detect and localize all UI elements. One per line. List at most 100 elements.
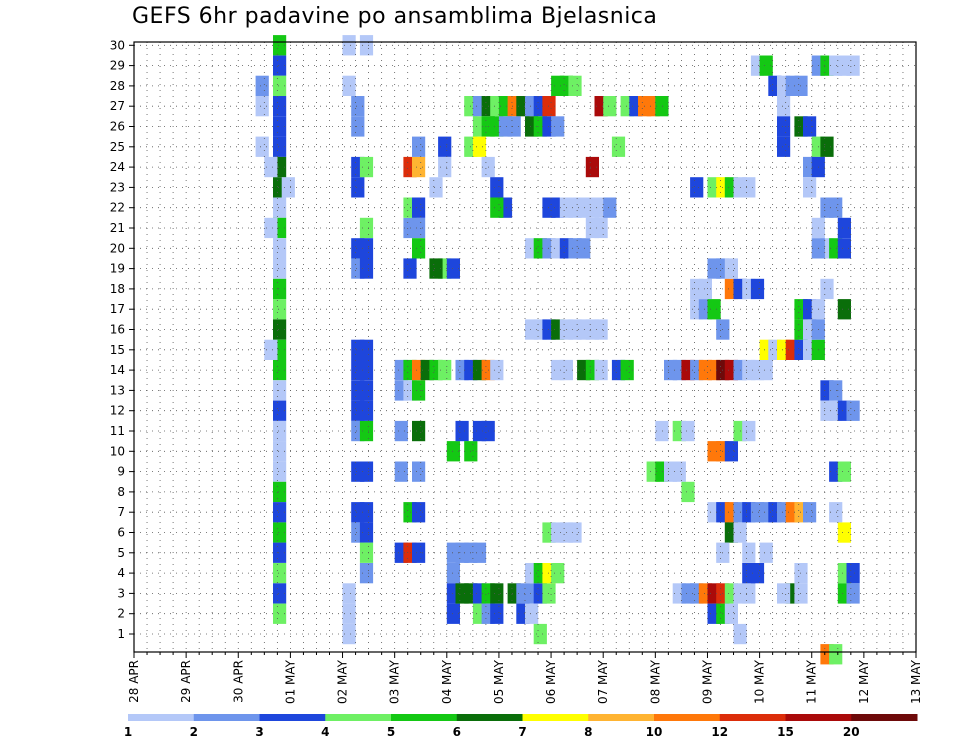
heatmap-cell <box>273 258 287 279</box>
heatmap-cell <box>273 481 287 503</box>
colorbar-segment <box>193 714 260 721</box>
heatmap-cell <box>655 420 669 442</box>
heatmap-cell <box>803 502 817 523</box>
colorbar-label: 8 <box>584 725 592 739</box>
heatmap-cell <box>707 299 721 320</box>
heatmap-cell <box>273 136 287 157</box>
colorbar: 1 2 3 4 5 6 7 8 10 12 15 20 <box>124 714 918 739</box>
heatmap-cell <box>507 116 521 137</box>
y-tick-label: 27 <box>110 99 125 113</box>
y-tick-label: 17 <box>110 302 125 316</box>
heatmap-cell <box>837 217 851 239</box>
x-tick-label: 08 MAY <box>648 659 662 704</box>
heatmap-cell <box>273 441 287 462</box>
heatmap-cell <box>829 502 843 523</box>
heatmap-cell <box>359 359 374 381</box>
heatmap-cell <box>742 420 756 442</box>
heatmap-cell <box>359 542 374 563</box>
heatmap-cell <box>273 461 287 482</box>
heatmap-cell <box>742 583 756 604</box>
heatmap-cell <box>351 116 365 137</box>
heatmap-cell <box>394 420 408 442</box>
heatmap-cell <box>742 542 756 563</box>
colorbar-label: 20 <box>843 725 860 739</box>
heatmap-cell <box>412 420 426 442</box>
heatmap-cell <box>490 177 504 198</box>
heatmap-cell <box>429 258 443 279</box>
heatmap-cell <box>829 197 843 218</box>
heatmap-cell <box>742 177 756 198</box>
heatmap-cell <box>472 542 487 563</box>
colorbar-label: 5 <box>387 725 395 739</box>
y-tick-label: 3 <box>117 586 125 600</box>
x-tick-label: 07 MAY <box>596 659 610 704</box>
heatmap-cell <box>724 258 738 279</box>
colorbar-label: 4 <box>321 725 329 739</box>
heatmap-cell <box>273 380 287 401</box>
colorbar-label: 1 <box>124 725 132 739</box>
x-tick-label: 02 MAY <box>336 659 350 704</box>
heatmap-cell <box>342 75 356 96</box>
heatmap-cell <box>359 238 374 259</box>
heatmap-cell <box>359 258 374 279</box>
y-tick-label: 10 <box>110 444 125 458</box>
heatmap-cell <box>698 278 712 300</box>
colorbar-segment <box>522 714 589 721</box>
colorbar-segment <box>785 714 852 721</box>
heatmap-cell <box>273 563 287 584</box>
heatmap-cell <box>359 420 374 442</box>
heatmap-cell <box>429 177 443 198</box>
y-tick-label: 1 <box>117 627 125 641</box>
heatmap-cell <box>846 583 860 604</box>
x-tick-label: 28 APR <box>127 660 141 703</box>
heatmap-cell <box>446 441 460 462</box>
heatmap-cell <box>551 116 565 137</box>
heatmap-cell <box>846 55 860 76</box>
x-tick-label: 13 MAY <box>909 659 923 704</box>
heatmap-cell <box>273 522 287 543</box>
heatmap-cell <box>438 156 452 178</box>
colorbar-label: 15 <box>777 725 794 739</box>
colorbar-segment <box>588 714 655 721</box>
heatmap-cell <box>759 359 773 381</box>
heatmap-cell <box>568 522 582 543</box>
heatmap-cell <box>273 96 287 117</box>
heatmap-cell <box>273 502 287 523</box>
heatmap-cell <box>803 177 817 198</box>
y-tick-label: 29 <box>110 59 125 73</box>
colorbar-label: 10 <box>646 725 663 739</box>
heatmap-cell <box>837 522 851 543</box>
x-axis-ticks: 28 APR 29 APR 30 APR 01 MAY 02 MAY 03 MAY 04 M… <box>127 652 923 704</box>
heatmap-cell <box>690 177 704 198</box>
y-tick-label: 22 <box>110 201 125 215</box>
heatmap-cell <box>359 339 374 360</box>
heatmap-cell <box>359 522 374 543</box>
heatmap-cell <box>273 420 287 442</box>
heatmap-cell <box>837 461 851 482</box>
heatmap-cell <box>342 623 356 645</box>
x-tick-label: 09 MAY <box>701 659 715 704</box>
colorbar-segment <box>391 714 458 721</box>
y-tick-label: 19 <box>110 262 125 276</box>
y-tick-label: 6 <box>117 526 125 540</box>
colorbar-segment <box>719 714 786 721</box>
heatmap-cell <box>273 55 287 76</box>
heatmap-cell <box>342 603 356 624</box>
heatmap-cell <box>490 359 504 381</box>
x-tick-label: 01 MAY <box>283 659 297 704</box>
x-tick-label: 29 APR <box>179 660 193 703</box>
y-tick-label: 4 <box>117 566 125 580</box>
heatmap-cell <box>412 197 426 218</box>
y-tick-label: 24 <box>110 160 125 174</box>
y-tick-label: 8 <box>117 485 125 499</box>
heatmap-cell <box>273 238 287 259</box>
colorbar-segment <box>259 714 326 721</box>
heatmap-cell <box>412 238 426 259</box>
heatmap-cell <box>351 96 365 117</box>
heatmap-cell <box>273 299 287 320</box>
x-tick-label: 10 MAY <box>753 659 767 704</box>
heatmap-cell <box>759 55 773 76</box>
heatmap-cell <box>655 96 669 117</box>
heatmap-cell <box>594 217 608 239</box>
heatmap-cell <box>490 603 504 624</box>
